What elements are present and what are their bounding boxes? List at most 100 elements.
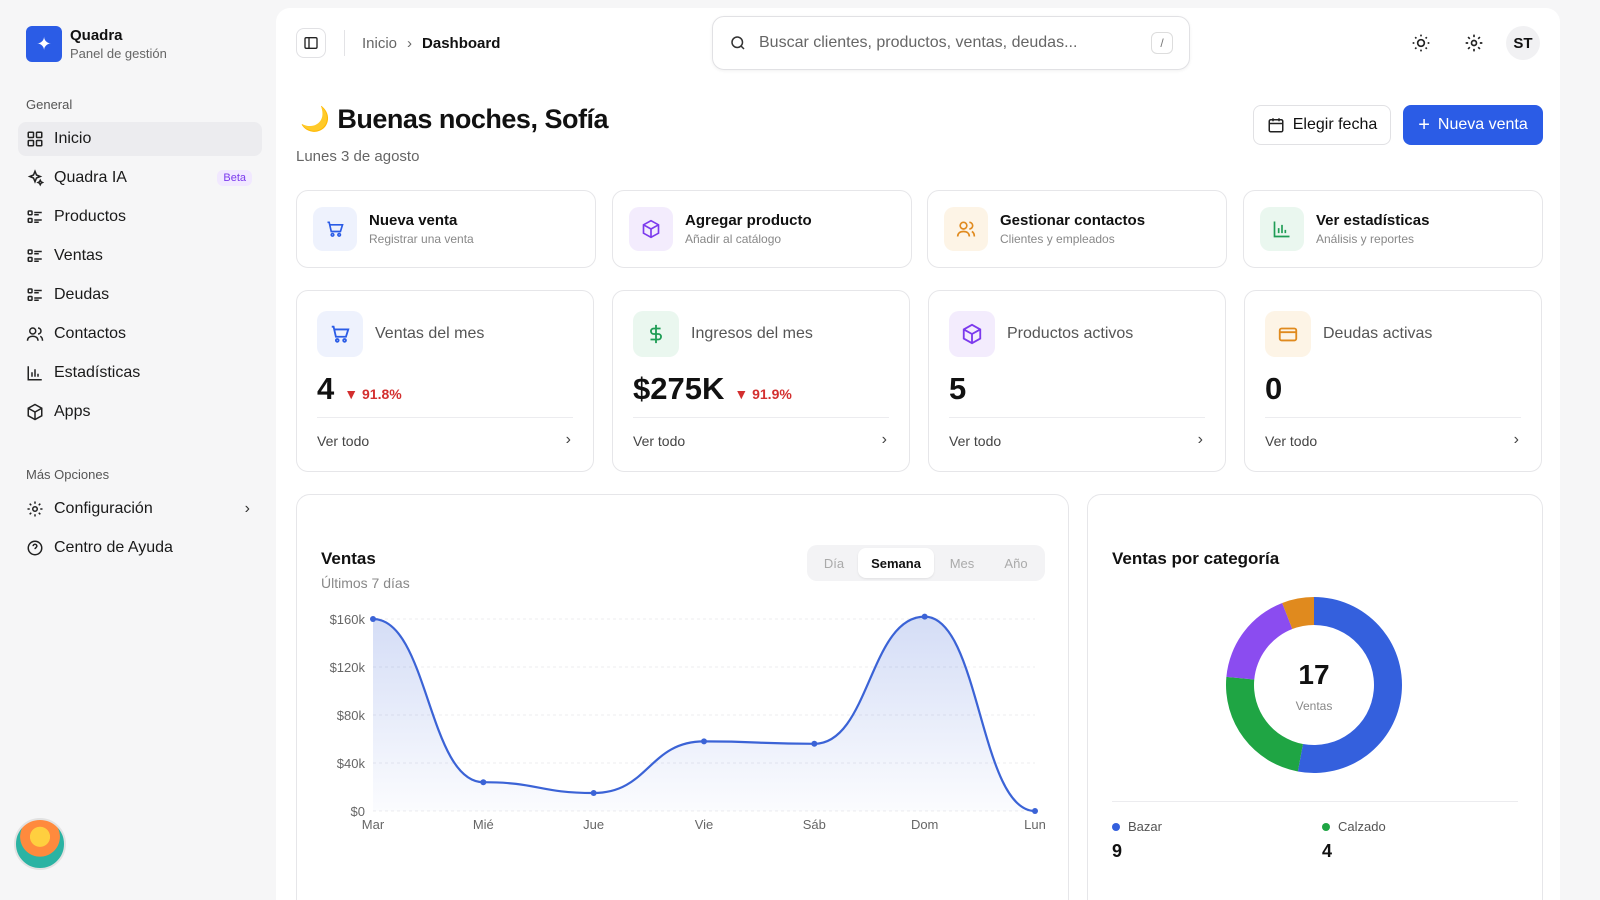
stat-label: Deudas activas [1323, 325, 1433, 342]
donut-slice[interactable] [1226, 602, 1293, 680]
box-icon [949, 311, 995, 357]
sidebar-item-label: Centro de Ayuda [54, 539, 173, 556]
donut-slice[interactable] [1226, 676, 1303, 772]
new-sale-button[interactable]: + Nueva venta [1403, 105, 1543, 145]
quick-action-new-sale[interactable]: Nueva venta Registrar una venta [296, 190, 596, 268]
see-all-link[interactable]: Ver todo [1265, 433, 1318, 449]
sidebar-item-ventas[interactable]: Ventas [18, 239, 262, 273]
chevron-right-icon[interactable]: › [565, 431, 571, 448]
list-icon [26, 286, 44, 304]
moon-icon: 🌙 [300, 106, 330, 133]
stat-card-products: Productos activos 5 Ver todo › [928, 290, 1226, 472]
sales-chart-card: Ventas Últimos 7 días Día Semana Mes Año… [296, 494, 1069, 900]
see-all-link[interactable]: Ver todo [633, 433, 686, 449]
legend-value: 4 [1322, 841, 1333, 861]
sidebar-item-centro-ayuda[interactable]: Centro de Ayuda [18, 531, 262, 565]
stat-number: $275K [633, 371, 725, 406]
quick-action-subtitle: Añadir al catálogo [685, 232, 782, 246]
sidebar-item-deudas[interactable]: Deudas [18, 278, 262, 312]
user-avatar-bubble[interactable] [14, 818, 66, 870]
stat-number: 0 [1265, 371, 1283, 406]
stat-label: Ventas del mes [375, 325, 485, 342]
avatar[interactable]: ST [1506, 26, 1540, 60]
new-sale-label: Nueva venta [1437, 116, 1528, 133]
topbar-divider [344, 30, 345, 56]
data-point [590, 790, 597, 796]
quick-action-add-product[interactable]: Agregar producto Añadir al catálogo [612, 190, 912, 268]
brand[interactable]: ✦ Quadra Panel de gestión [26, 26, 167, 62]
x-tick-label: Lun [1024, 817, 1046, 832]
search-box[interactable]: / [712, 16, 1190, 70]
quick-action-title: Nueva venta [369, 212, 458, 229]
settings-button[interactable] [1463, 32, 1485, 54]
chart-title: Ventas por categoría [1112, 549, 1280, 568]
sidebar-item-quadra-ia[interactable]: Quadra IA Beta [18, 161, 262, 195]
donut-slice[interactable] [1282, 597, 1314, 630]
sidebar-item-apps[interactable]: Apps [18, 395, 262, 429]
tab-mes[interactable]: Mes [949, 555, 975, 571]
y-tick-label: $160k [330, 612, 366, 627]
sidebar-item-inicio[interactable]: Inicio [18, 122, 262, 156]
sales-area-chart: $0 $40k $80k $120k $160k Mar Mié Jue Vie Sáb Dom Lu… [330, 612, 1046, 832]
breadcrumb-inicio[interactable]: Inicio [362, 35, 398, 52]
breadcrumb-current: Dashboard [422, 35, 501, 52]
quick-action-title: Agregar producto [685, 212, 812, 229]
gear-icon [1465, 34, 1483, 52]
data-point [811, 740, 818, 747]
card-icon [1265, 311, 1311, 357]
category-chart-card: Ventas por categoría 17 Ventas Bazar 9 C… [1087, 494, 1543, 900]
stat-number: 4 [317, 371, 335, 406]
chevron-right-icon[interactable]: › [1513, 431, 1519, 448]
sidebar-item-configuracion[interactable]: Configuración › [18, 492, 262, 526]
calendar-icon [1268, 118, 1284, 133]
see-all-link[interactable]: Ver todo [317, 433, 370, 449]
bar-chart-icon [1260, 207, 1304, 251]
see-all-link[interactable]: Ver todo [949, 433, 1002, 449]
data-point [370, 616, 376, 622]
x-tick-label: Jue [583, 817, 604, 832]
sidebar-item-estadisticas[interactable]: Estadísticas [18, 356, 262, 390]
sidebar-item-contactos[interactable]: Contactos [18, 317, 262, 351]
dollar-icon [633, 311, 679, 357]
search-input[interactable] [759, 34, 1129, 52]
tab-dia[interactable]: Día [823, 555, 845, 571]
x-tick-label: Mar [362, 817, 385, 832]
plus-icon: + [1418, 114, 1430, 136]
stat-change: ▼ 91.9% [734, 386, 792, 402]
current-date: Lunes 3 de agosto [296, 148, 420, 165]
choose-date-button[interactable]: Elegir fecha [1253, 105, 1391, 145]
divider [317, 417, 573, 418]
sidebar-item-label: Contactos [54, 325, 127, 342]
x-tick-label: Sáb [803, 817, 826, 832]
sidebar-toggle-button[interactable] [296, 28, 326, 58]
chevron-right-icon[interactable]: › [881, 431, 887, 448]
sidebar-item-productos[interactable]: Productos [18, 200, 262, 234]
stat-value: $275K ▼ 91.9% [633, 371, 792, 407]
tab-ano[interactable]: Año [1004, 555, 1028, 571]
tab-semana[interactable]: Semana [858, 548, 934, 578]
divider [949, 417, 1205, 418]
quick-action-stats[interactable]: Ver estadísticas Análisis y reportes [1243, 190, 1543, 268]
sidebar-item-label: Estadísticas [54, 364, 141, 381]
breadcrumb: Inicio › Dashboard [362, 35, 500, 52]
y-tick-label: $0 [351, 804, 365, 819]
users-icon [944, 207, 988, 251]
stat-value: 0 [1265, 371, 1282, 407]
stat-label: Productos activos [1007, 325, 1134, 342]
quick-action-subtitle: Clientes y empleados [1000, 232, 1115, 246]
sparkle-icon: ✦ [26, 26, 62, 62]
sidebar-item-label: Inicio [54, 130, 92, 147]
search-shortcut-key: / [1151, 32, 1173, 54]
sidebar-item-label: Quadra IA [54, 169, 127, 186]
data-point [1032, 808, 1038, 814]
quick-action-subtitle: Análisis y reportes [1316, 232, 1415, 246]
donut-slice[interactable] [1297, 597, 1402, 773]
app-subtitle: Panel de gestión [70, 46, 167, 61]
stat-number: 5 [949, 371, 967, 406]
chevron-right-icon[interactable]: › [1197, 431, 1203, 448]
quick-action-contacts[interactable]: Gestionar contactos Clientes y empleados [927, 190, 1227, 268]
theme-toggle-button[interactable] [1410, 32, 1432, 54]
sidebar-item-label: Apps [54, 403, 91, 420]
cart-icon [317, 311, 363, 357]
chart-title: Ventas [321, 549, 376, 568]
